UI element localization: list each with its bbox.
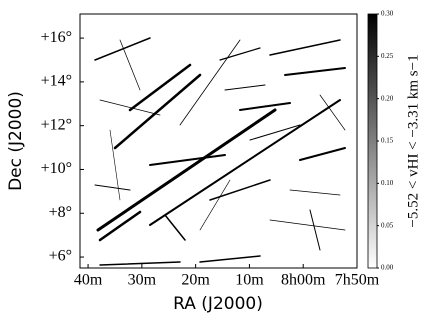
colorbar-tick-label: 0.20 — [381, 94, 394, 102]
y-axis-label: Dec (J2000) — [6, 91, 26, 191]
y-tick-label: +14° — [41, 73, 72, 90]
colorbar-tick-label: 0.15 — [381, 137, 394, 145]
x-tick-label: 10m — [235, 272, 264, 289]
y-tick-label: +12° — [41, 116, 72, 133]
colorbar-tick-label: 0.30 — [381, 10, 394, 18]
x-axis-label: RA (J2000) — [173, 294, 263, 314]
colorbar-label: −5.52 < vHI < −3.31 km s−1 — [405, 54, 421, 227]
x-tick-label: 7h50m — [335, 272, 380, 289]
x-tick-label: 30m — [128, 272, 157, 289]
y-tick-label: +10° — [41, 160, 72, 177]
y-tick-label: +8° — [49, 204, 72, 221]
plot-frame — [79, 13, 358, 269]
colorbar-tick-label: 0.10 — [381, 179, 394, 187]
colorbar — [367, 13, 378, 269]
colorbar-tick-label: 0.25 — [381, 52, 394, 60]
colorbar-tick-label: 0.05 — [381, 221, 394, 229]
colorbar-tick-label: 0.00 — [381, 264, 394, 272]
y-tick-label: +6° — [49, 248, 72, 265]
x-tick-label: 8h00m — [281, 272, 326, 289]
x-tick-label: 40m — [74, 272, 103, 289]
filament-image — [94, 37, 346, 266]
x-tick-label: 20m — [181, 272, 210, 289]
y-tick-label: +16° — [41, 29, 72, 46]
